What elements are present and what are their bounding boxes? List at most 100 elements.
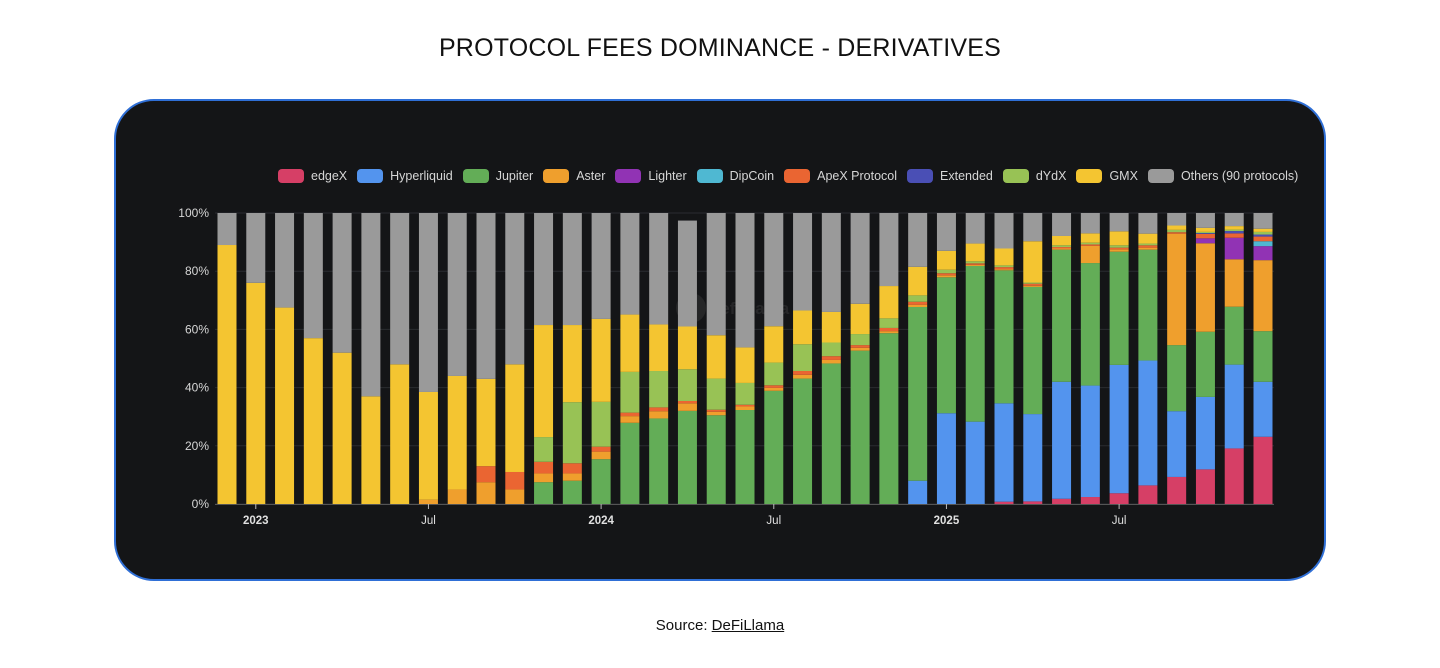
bar-segment-aster <box>1080 245 1100 264</box>
legend-item[interactable]: Aster <box>543 169 605 183</box>
bar-segment-gmx <box>534 325 554 438</box>
bar-segment-others-90-protocols- <box>217 213 237 246</box>
bar-segment-others-90-protocols- <box>1023 213 1043 242</box>
bar-segment-edgex <box>994 501 1014 504</box>
bar-segment-dydx <box>1195 231 1215 234</box>
legend-label: Jupiter <box>495 169 534 183</box>
bar-segment-edgex <box>1224 448 1244 504</box>
bar-segment-apex-protocol <box>1080 244 1100 246</box>
bar-segment-others-90-protocols- <box>677 220 697 327</box>
bar-segment-gmx <box>965 243 985 262</box>
bar-segment-jupiter <box>591 459 611 504</box>
bar-segment-hyperliquid <box>1138 360 1158 486</box>
bar-segment-aster <box>706 411 726 416</box>
bar-segment-apex-protocol <box>1253 236 1273 242</box>
chart-card: edgeX Hyperliquid Jupiter Aster Lighter DipCo… <box>114 99 1326 581</box>
bar-segment-apex-protocol <box>1224 233 1244 238</box>
legend-item[interactable]: GMX <box>1076 169 1138 183</box>
legend-item[interactable]: Lighter <box>615 169 687 183</box>
bar-segment-others-90-protocols- <box>850 213 870 304</box>
bar-segment-apex-protocol <box>591 446 611 452</box>
bar-segment-hyperliquid <box>1195 396 1215 470</box>
bar-segment-hyperliquid <box>1080 385 1100 498</box>
bar-segment-others-90-protocols- <box>1052 213 1072 236</box>
bar-segment-gmx <box>1052 235 1072 246</box>
bar-segment-apex-protocol <box>994 267 1014 270</box>
bar-segment-others-90-protocols- <box>821 213 841 312</box>
bar-segment-dydx <box>936 269 956 274</box>
bar-segment-dydx <box>735 382 755 405</box>
bar-segment-others-90-protocols- <box>620 213 640 315</box>
y-tick-label: 80% <box>185 264 209 278</box>
bar-segment-gmx <box>275 307 295 504</box>
bar-segment-gmx <box>936 250 956 270</box>
legend-item[interactable]: DipCoin <box>696 169 774 183</box>
y-tick-label: 0% <box>192 497 210 511</box>
legend-item[interactable]: ApeX Protocol <box>784 169 897 183</box>
bar-segment-others-90-protocols- <box>275 213 295 308</box>
bar-segment-dydx <box>562 402 582 464</box>
bar-segment-jupiter <box>1080 263 1100 386</box>
bar-segment-jupiter <box>965 265 985 422</box>
bar-segment-dydx <box>1052 245 1072 248</box>
legend-item[interactable]: Others (90 protocols) <box>1147 169 1298 183</box>
bar-segment-dydx <box>1080 242 1100 245</box>
bar-segment-jupiter <box>1167 345 1187 412</box>
legend-item[interactable]: Jupiter <box>462 169 534 183</box>
bar-segment-aster <box>735 406 755 411</box>
bar-segment-aster <box>764 387 784 391</box>
bar-segment-others-90-protocols- <box>1109 213 1129 232</box>
bar-segment-gmx <box>591 318 611 402</box>
bar-segment-aster <box>1253 260 1273 332</box>
bar-segment-apex-protocol <box>505 471 525 490</box>
bar-segment-gmx <box>1023 241 1043 283</box>
bar-segment-gmx <box>620 314 640 372</box>
bar-segment-jupiter <box>706 415 726 504</box>
bar-segment-others-90-protocols- <box>1224 213 1244 227</box>
legend-swatch <box>784 169 811 183</box>
bar-segment-aster <box>1195 243 1215 332</box>
bar-segment-gmx <box>850 303 870 335</box>
bar-segment-edgex <box>1195 469 1215 504</box>
bar-segment-gmx <box>1224 226 1244 230</box>
bar-segment-apex-protocol <box>1167 232 1187 234</box>
legend-item[interactable]: Hyperliquid <box>357 169 453 183</box>
bar-segment-jupiter <box>562 480 582 504</box>
bar-segment-gmx <box>735 347 755 383</box>
legend-item[interactable]: dYdX <box>1002 169 1066 183</box>
legend-label: ApeX Protocol <box>817 169 898 183</box>
bar-segment-others-90-protocols- <box>1195 213 1215 228</box>
x-tick-label: Jul <box>1112 515 1127 527</box>
bar-segment-apex-protocol <box>1195 233 1215 239</box>
bar-segment-hyperliquid <box>1167 411 1187 477</box>
bar-segment-dydx <box>677 369 697 401</box>
bar-segment-aster <box>1138 247 1158 250</box>
legend-swatch <box>1076 169 1103 183</box>
bar-segment-apex-protocol <box>821 356 841 360</box>
bar-segment-aster <box>1109 249 1129 252</box>
legend-swatch <box>357 169 384 183</box>
source-link[interactable]: DeFiLlama <box>711 617 785 634</box>
legend-swatch <box>696 169 723 183</box>
bar-segment-apex-protocol <box>1138 245 1158 248</box>
bar-segment-aster <box>908 304 928 307</box>
bar-segment-gmx <box>1167 225 1187 230</box>
bar-segment-others-90-protocols- <box>936 213 956 251</box>
legend-swatch <box>615 169 642 183</box>
bar-segment-gmx <box>649 324 669 372</box>
bar-segment-aster <box>534 473 554 483</box>
legend-swatch <box>1147 169 1174 183</box>
source-label: Source: <box>655 617 708 634</box>
bar-segment-lighter <box>1195 238 1215 244</box>
bar-segment-edgex <box>1138 485 1158 504</box>
legend-item[interactable]: Extended <box>907 169 993 183</box>
bar-segment-dydx <box>908 295 928 302</box>
bar-segment-dydx <box>850 334 870 346</box>
bar-segment-others-90-protocols- <box>534 213 554 326</box>
legend-item[interactable]: edgeX <box>278 169 347 183</box>
bar-segment-apex-protocol <box>908 301 928 305</box>
bar-segment-hyperliquid <box>965 421 985 504</box>
bar-segment-aster <box>879 331 899 334</box>
bar-segment-others-90-protocols- <box>476 213 496 379</box>
bar-segment-dydx <box>879 318 899 328</box>
